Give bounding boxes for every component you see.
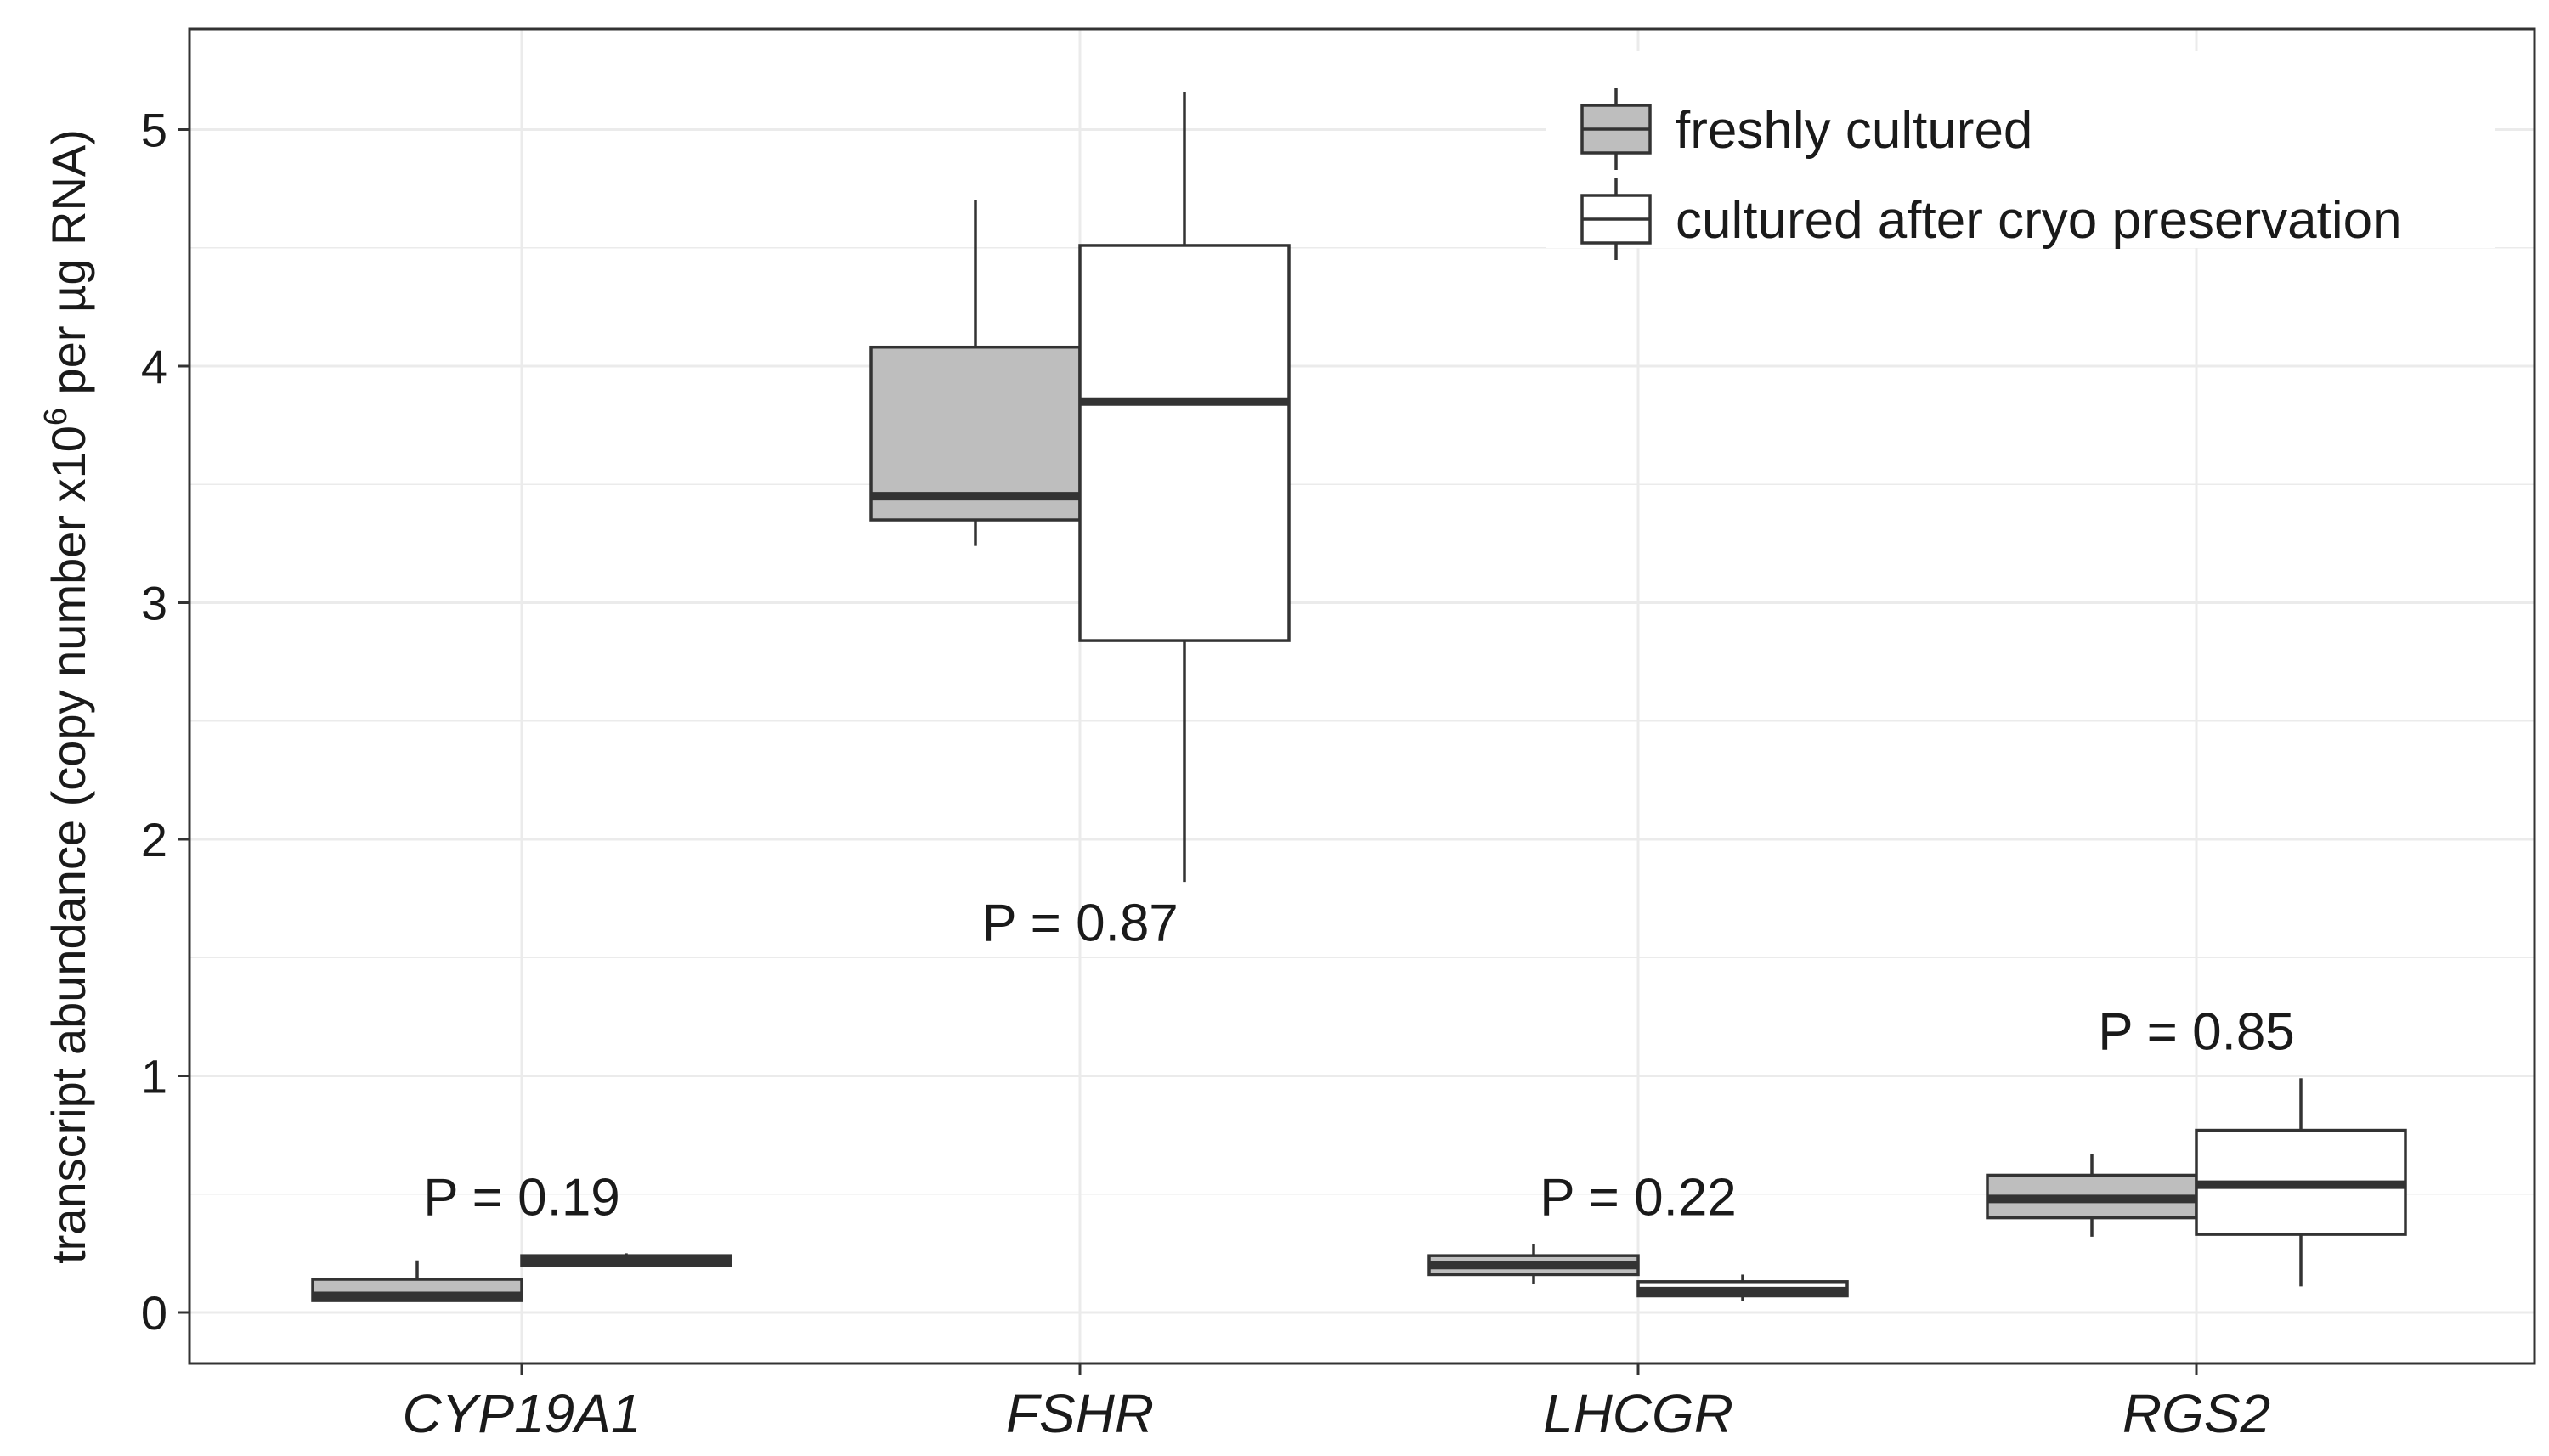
panel-border [188, 27, 2536, 1365]
y-tick-label: 5 [141, 104, 167, 157]
y-tick-label: 3 [141, 577, 167, 630]
box-CYP19A1-fresh [311, 1260, 523, 1302]
x-tick-label: FSHR [1006, 1383, 1154, 1444]
box-FSHR-cryo [1078, 91, 1291, 883]
legend-label: freshly cultured [1676, 101, 2032, 160]
x-tick-label: RGS2 [2122, 1383, 2270, 1444]
y-tick-label: 0 [141, 1286, 167, 1340]
y-axis-title-suffix: per µg RNA) [42, 129, 95, 408]
x-axis: CYP19A1 FSHR LHCGR RGS2 [402, 1363, 2270, 1444]
box-CYP19A1-cryo [520, 1253, 732, 1267]
p-value-annotations: P = 0.19 P = 0.87 P = 0.22 P = 0.85 [423, 894, 2295, 1227]
legend-item-fresh: freshly cultured [1580, 88, 2032, 170]
box-FSHR-fresh [869, 200, 1082, 546]
legend: freshly cultured cultured after cryo pres… [1546, 51, 2495, 260]
box-RGS2-fresh [1986, 1154, 2198, 1237]
box-LHCGR-fresh [1427, 1244, 1640, 1284]
box-LHCGR-cryo [1636, 1274, 1849, 1301]
p-value-label: P = 0.85 [2098, 1003, 2295, 1062]
legend-background [1546, 51, 2495, 248]
y-axis-title-prefix: transcript abundance (copy number x10 [42, 426, 95, 1264]
legend-label: cultured after cryo preservation [1676, 191, 2402, 250]
p-value-label: P = 0.22 [1540, 1169, 1737, 1227]
y-axis-title-superscript: 6 [38, 408, 74, 426]
box-body [1078, 244, 1291, 642]
x-tick-label: LHCGR [1543, 1383, 1733, 1444]
y-tick-label: 4 [141, 340, 167, 393]
y-tick-label: 1 [141, 1050, 167, 1103]
boxplots [311, 91, 2407, 1302]
y-tick-label: 2 [141, 813, 167, 866]
panel-background [189, 29, 2535, 1363]
p-value-label: P = 0.87 [981, 894, 1178, 952]
box-RGS2-cryo [2195, 1078, 2407, 1287]
y-axis-title: transcript abundance (copy number x106 p… [38, 129, 95, 1264]
box-body [869, 345, 1082, 522]
legend-item-cryo: cultured after cryo preservation [1580, 178, 2402, 260]
y-axis: 0 1 2 3 4 5 [141, 104, 189, 1340]
x-tick-label: CYP19A1 [402, 1383, 641, 1444]
p-value-label: P = 0.19 [423, 1169, 620, 1227]
